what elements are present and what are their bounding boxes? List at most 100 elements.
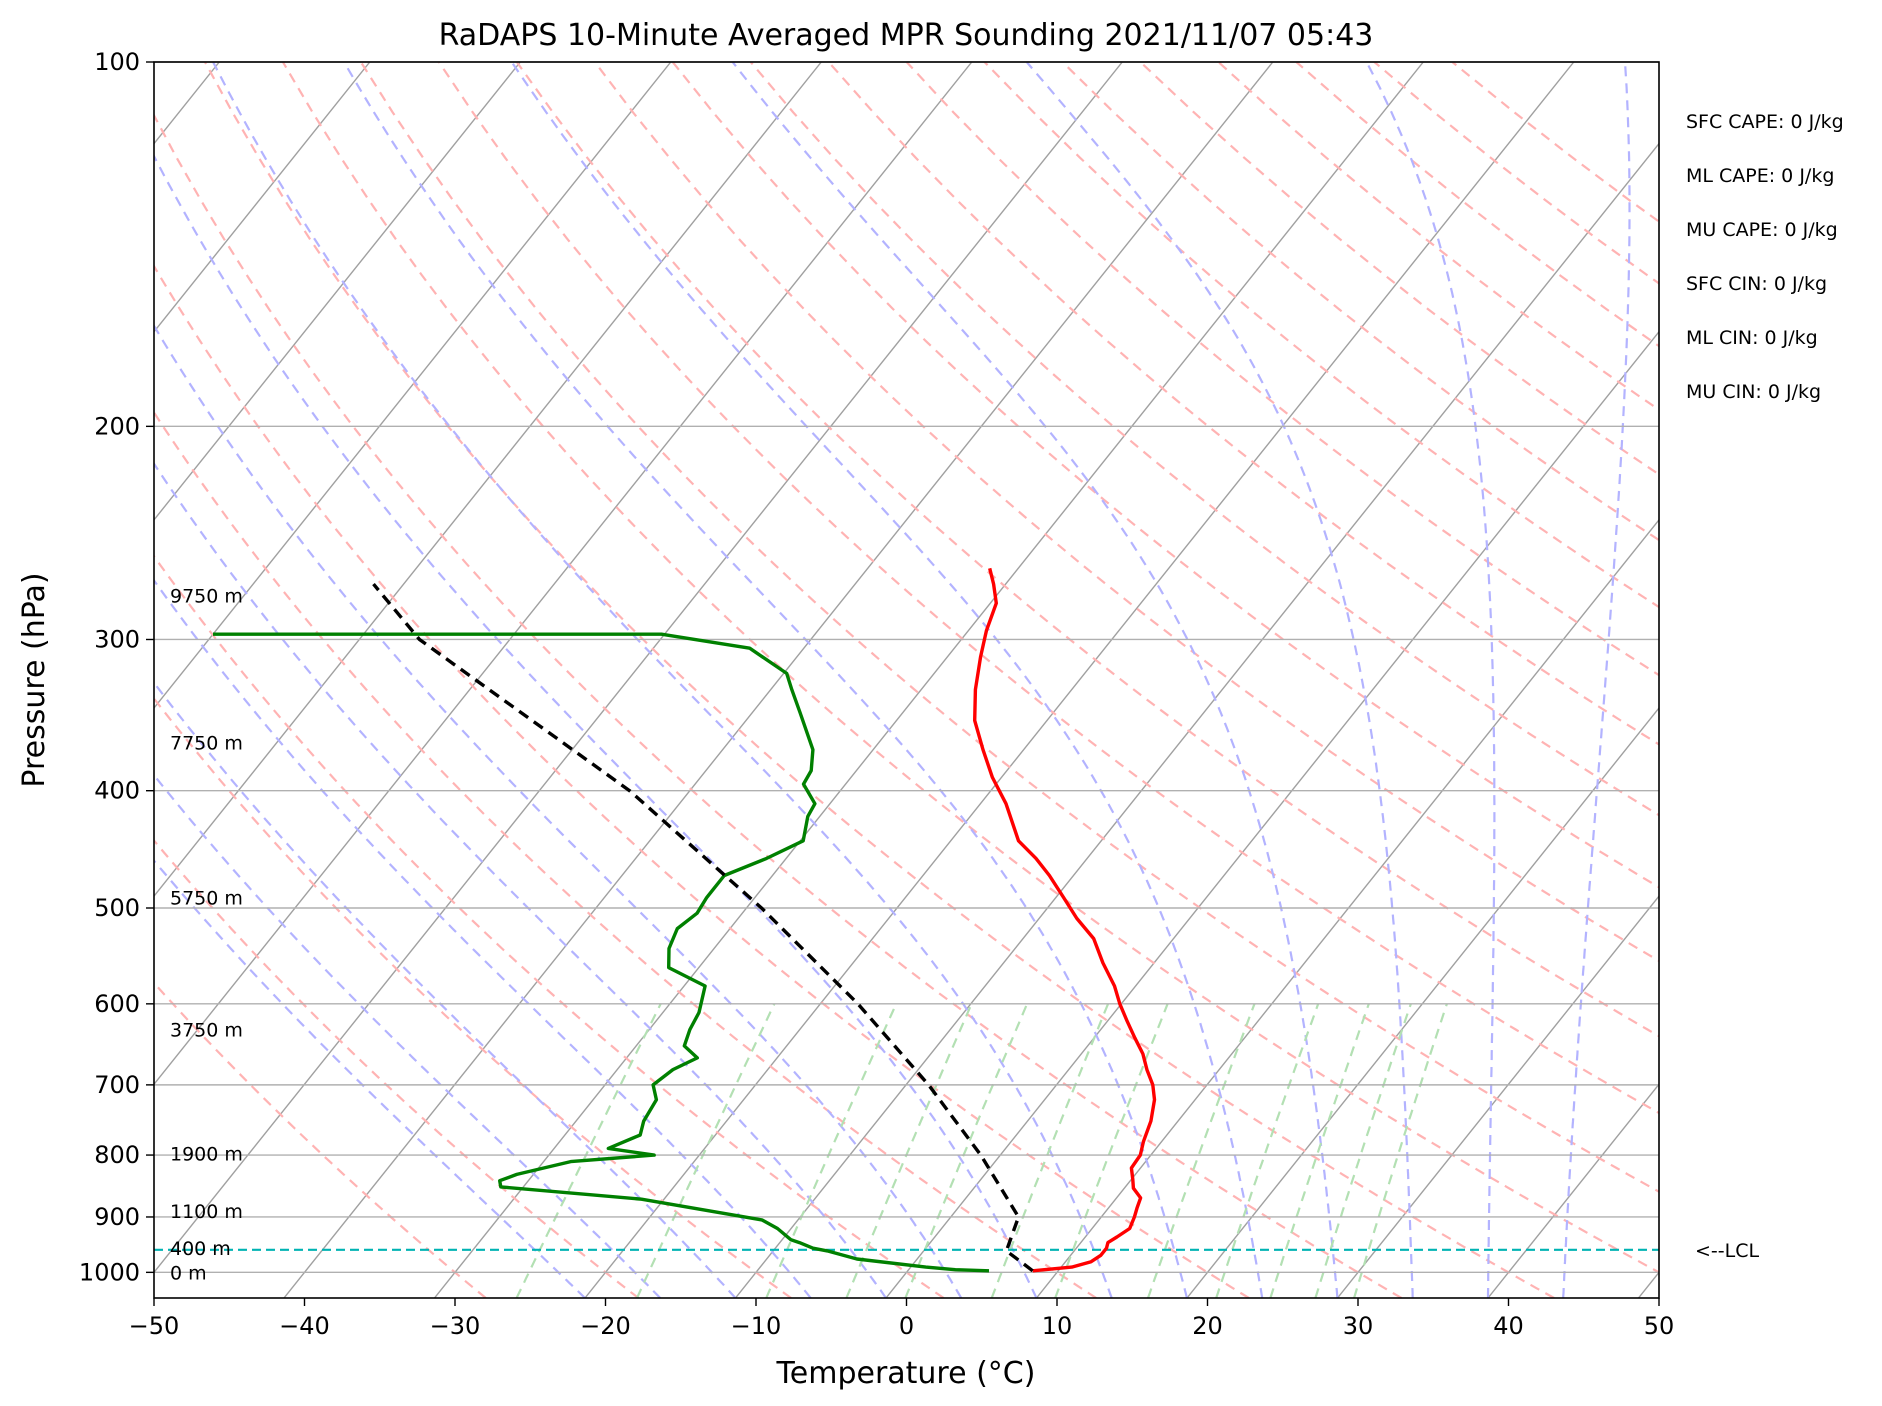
- mixing-ratio-line: [1314, 1003, 1412, 1298]
- y-tick-label: 200: [94, 412, 140, 440]
- dry-adiabat-line: [827, 62, 1659, 746]
- dry-adiabat-line: [1295, 62, 1659, 348]
- x-tick-label: −30: [430, 1312, 481, 1340]
- x-tick-label: −40: [279, 1312, 330, 1340]
- moist-adiabat-line: [1025, 62, 1414, 1298]
- mixing-ratio-line: [1353, 1003, 1448, 1298]
- moist-adiabat-line: [154, 680, 737, 1298]
- dry-adiabat-line: [154, 263, 1250, 1298]
- isotherm-line: [154, 62, 371, 333]
- isotherm-line: [154, 62, 822, 898]
- mixing-ratio-line: [515, 1003, 662, 1298]
- isotherm-line: [885, 330, 1659, 1298]
- moist-adiabat-line: [343, 62, 1189, 1298]
- x-tick-label: 0: [899, 1312, 914, 1340]
- height-label: 3750 m: [170, 1019, 243, 1041]
- isotherm-line: [734, 142, 1659, 1298]
- y-tick-label: 100: [94, 48, 140, 76]
- x-axis-label: Temperature (°C): [776, 1356, 1036, 1391]
- y-axis: 1000 900 800 700 600 500 400 300 200 100: [79, 48, 154, 1286]
- moist-adiabat-line: [1365, 62, 1496, 1298]
- y-tick-label: 300: [94, 625, 140, 653]
- moist-adiabat-line: [154, 773, 661, 1298]
- y-tick-label: 600: [94, 990, 140, 1018]
- isotherm-line: [154, 62, 672, 710]
- y-tick-label: 700: [94, 1071, 140, 1099]
- dry-adiabat-line: [749, 62, 1659, 817]
- moist-adiabat-line: [154, 153, 1038, 1298]
- moist-adiabat-line: [154, 323, 963, 1298]
- dry-adiabat-line: [1139, 62, 1659, 476]
- series-lines: [213, 567, 1157, 1273]
- moist-adiabat-line: [154, 461, 887, 1298]
- height-label: 1100 m: [170, 1201, 243, 1223]
- dry-adiabat-line: [1451, 62, 1659, 223]
- x-tick-label: 30: [1343, 1312, 1374, 1340]
- background-lines: [154, 62, 1659, 1298]
- moist-adiabat-line: [1562, 62, 1631, 1298]
- isotherm-line: [283, 62, 1274, 1298]
- y-tick-label: 500: [94, 894, 140, 922]
- annotation-text: SFC CIN: 0 J/kg: [1686, 273, 1827, 295]
- annotation-text: MU CIN: 0 J/kg: [1686, 381, 1821, 403]
- height-label: 7750 m: [170, 733, 243, 755]
- dry-adiabat-line: [437, 62, 1659, 1115]
- mixing-ratio-line: [1269, 1003, 1370, 1298]
- moist-adiabat-line: [212, 62, 1113, 1298]
- x-tick-label: −10: [731, 1312, 782, 1340]
- moist-adiabat-line: [154, 578, 812, 1298]
- x-tick-label: 40: [1493, 1312, 1524, 1340]
- isotherm-line: [154, 62, 973, 1086]
- annotations: SFC CAPE: 0 J/kg ML CAPE: 0 J/kg MU CAPE: …: [1686, 111, 1844, 403]
- plot-frame: [153, 61, 1660, 1299]
- dry-adiabat-line: [359, 62, 1659, 1193]
- height-label: 1900 m: [170, 1144, 243, 1166]
- mixing-ratio-line: [636, 1003, 776, 1298]
- dry-adiabat-line: [515, 62, 1659, 1038]
- x-tick-label: −20: [580, 1312, 631, 1340]
- isotherm-line: [1035, 518, 1659, 1298]
- x-axis: −50 −40 −30 −20 −10 0 10 20 30 40 50: [129, 1298, 1674, 1340]
- isotherm-line: [1487, 1083, 1659, 1298]
- mixing-ratio-line: [765, 1003, 898, 1298]
- dry-adiabat-line: [905, 62, 1659, 677]
- temperature-line: [973, 567, 1157, 1273]
- moist-adiabat-line: [731, 62, 1339, 1298]
- isotherm-line: [1336, 894, 1659, 1298]
- height-label: 5750 m: [170, 887, 243, 909]
- dewpoint-line: [213, 632, 990, 1273]
- annotation-text: SFC CAPE: 0 J/kg: [1686, 111, 1844, 133]
- y-tick-label: 1000: [79, 1258, 140, 1286]
- dry-adiabat-line: [1217, 62, 1659, 412]
- dry-adiabat-line: [154, 981, 487, 1298]
- annotation-text: ML CAPE: 0 J/kg: [1686, 165, 1834, 187]
- isotherm-line: [1637, 1271, 1659, 1298]
- moist-adiabat-line: [510, 62, 1264, 1298]
- dry-adiabat-line: [154, 410, 1097, 1298]
- dry-adiabat-line: [154, 113, 1403, 1298]
- dry-adiabat-line: [154, 838, 640, 1298]
- isotherm-line: [154, 62, 1123, 1274]
- x-tick-label: 20: [1192, 1312, 1223, 1340]
- mixing-ratio-line: [1146, 1003, 1256, 1298]
- dry-adiabat-line: [593, 62, 1659, 963]
- x-tick-label: −50: [129, 1312, 180, 1340]
- height-label: 0 m: [170, 1262, 207, 1284]
- lcl-label: <--LCL: [1695, 1240, 1759, 1262]
- dry-adiabat-line: [154, 554, 945, 1298]
- y-axis-label: Pressure (hPa): [17, 572, 52, 787]
- isotherm-line: [433, 62, 1424, 1298]
- mixing-ratio-line: [1215, 1003, 1320, 1298]
- dry-adiabat-line: [983, 62, 1659, 609]
- y-tick-label: 400: [94, 777, 140, 805]
- annotation-text: MU CAPE: 0 J/kg: [1686, 219, 1838, 241]
- annotation-text: ML CIN: 0 J/kg: [1686, 327, 1818, 349]
- y-tick-label: 800: [94, 1141, 140, 1169]
- isotherm-line: [584, 62, 1575, 1298]
- moist-adiabat-line: [154, 858, 586, 1298]
- dry-adiabat-line: [281, 62, 1659, 1274]
- dry-adiabat-line: [671, 62, 1659, 889]
- chart-title: RaDAPS 10-Minute Averaged MPR Sounding 2…: [439, 18, 1374, 53]
